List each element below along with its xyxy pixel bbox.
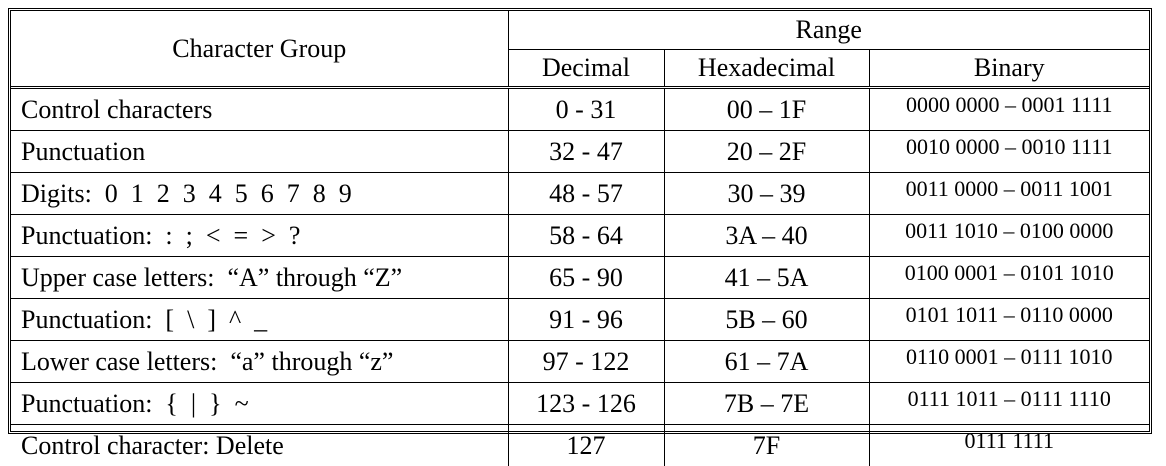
table-cell: 65 - 90 <box>508 257 664 299</box>
table-cell: 20 – 2F <box>664 131 869 173</box>
table-cell: 0101 1011 – 0110 0000 <box>869 299 1149 341</box>
table-cell: 0 - 31 <box>508 88 664 131</box>
table-cell: 3A – 40 <box>664 215 869 257</box>
ascii-table: Character Group Range Decimal Hexadecima… <box>11 11 1149 466</box>
table-cell: Control character: Delete <box>11 425 508 466</box>
table-cell: 32 - 47 <box>508 131 664 173</box>
table-cell: 123 - 126 <box>508 383 664 425</box>
table-cell: 0111 1111 <box>869 425 1149 466</box>
table-cell: Upper case letters: “A” through “Z” <box>11 257 508 299</box>
table-cell: 7B – 7E <box>664 383 869 425</box>
table-cell: Punctuation: { | } ~ <box>11 383 508 425</box>
table-cell: 0011 1010 – 0100 0000 <box>869 215 1149 257</box>
header-row: Character Group Range <box>11 11 1149 50</box>
table-cell: Digits: 0 1 2 3 4 5 6 7 8 9 <box>11 173 508 215</box>
table-cell: 5B – 60 <box>664 299 869 341</box>
table-cell: 0010 0000 – 0010 1111 <box>869 131 1149 173</box>
table-cell: Punctuation: [ \ ] ^ _ <box>11 299 508 341</box>
page-body: {"table": { "headers": {"group": "Charac… <box>0 0 1166 443</box>
table-cell: 0011 0000 – 0011 1001 <box>869 173 1149 215</box>
page: html, body { margin: 0; padding: 0; widt… <box>0 0 1166 443</box>
header-cell: Character Group <box>11 11 508 88</box>
table-frame: Character Group Range Decimal Hexadecima… <box>8 8 1152 434</box>
table-cell: 0100 0001 – 0101 1010 <box>869 257 1149 299</box>
table-cell: Control characters <box>11 88 508 131</box>
table-cell: 97 - 122 <box>508 341 664 383</box>
table-cell: 48 - 57 <box>508 173 664 215</box>
table-cell: 7F <box>664 425 869 466</box>
header-cell: Hexadecimal <box>664 50 869 88</box>
header-cell: Decimal <box>508 50 664 88</box>
table-cell: Punctuation: : ; < = > ? <box>11 215 508 257</box>
table-cell: 61 – 7A <box>664 341 869 383</box>
table-cell: 41 – 5A <box>664 257 869 299</box>
table-cell: 0111 1011 – 0111 1110 <box>869 383 1149 425</box>
table-head: Character Group Range Decimal Hexadecima… <box>11 11 1149 88</box>
header-cell: Range <box>508 11 1149 50</box>
table-cell: 0110 0001 – 0111 1010 <box>869 341 1149 383</box>
table-row: Upper case letters: “A” through “Z”65 - … <box>11 257 1149 299</box>
table-cell: 58 - 64 <box>508 215 664 257</box>
table-cell: Lower case letters: “a” through “z” <box>11 341 508 383</box>
table-cell: 30 – 39 <box>664 173 869 215</box>
table-row: Lower case letters: “a” through “z”97 - … <box>11 341 1149 383</box>
header-cell: Binary <box>869 50 1149 88</box>
table-cell: 0000 0000 – 0001 1111 <box>869 88 1149 131</box>
table-cell: 91 - 96 <box>508 299 664 341</box>
table-cell: 00 – 1F <box>664 88 869 131</box>
table-cell: Punctuation <box>11 131 508 173</box>
table-cell: 127 <box>508 425 664 466</box>
